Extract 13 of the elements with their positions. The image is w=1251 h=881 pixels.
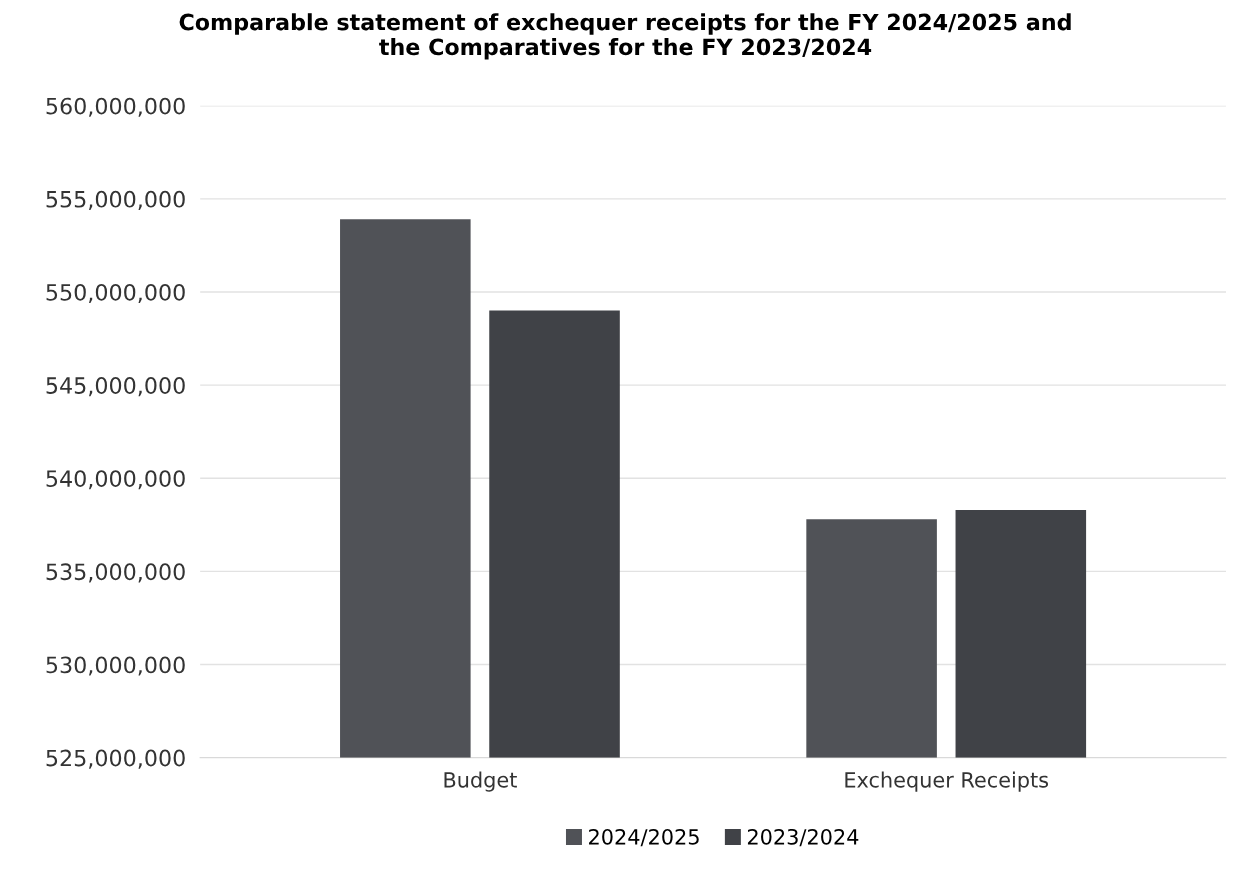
- y-tick-label: 525,000,000: [46, 749, 185, 769]
- y-tick-label: 535,000,000: [46, 563, 185, 583]
- chart-title: Comparable statement of exchequer receipts for the FY 2024/2025 and the Comparatives for the FY 2023/2024: [179, 13, 1071, 60]
- y-tick-label: 560,000,000: [46, 97, 185, 117]
- legend-label: 2024/2025: [589, 828, 699, 847]
- y-tick-label: 550,000,000: [46, 283, 185, 304]
- y-tick-label: 545,000,000: [46, 377, 185, 397]
- y-tick-label: 540,000,000: [46, 470, 185, 490]
- x-tick-label: Exchequer Receipts: [845, 771, 1049, 792]
- legend-label: 2023/2024: [747, 828, 859, 847]
- y-tick-label: 530,000,000: [46, 656, 185, 676]
- y-tick-label: 555,000,000: [46, 190, 185, 210]
- x-tick-label: Budget: [444, 771, 517, 792]
